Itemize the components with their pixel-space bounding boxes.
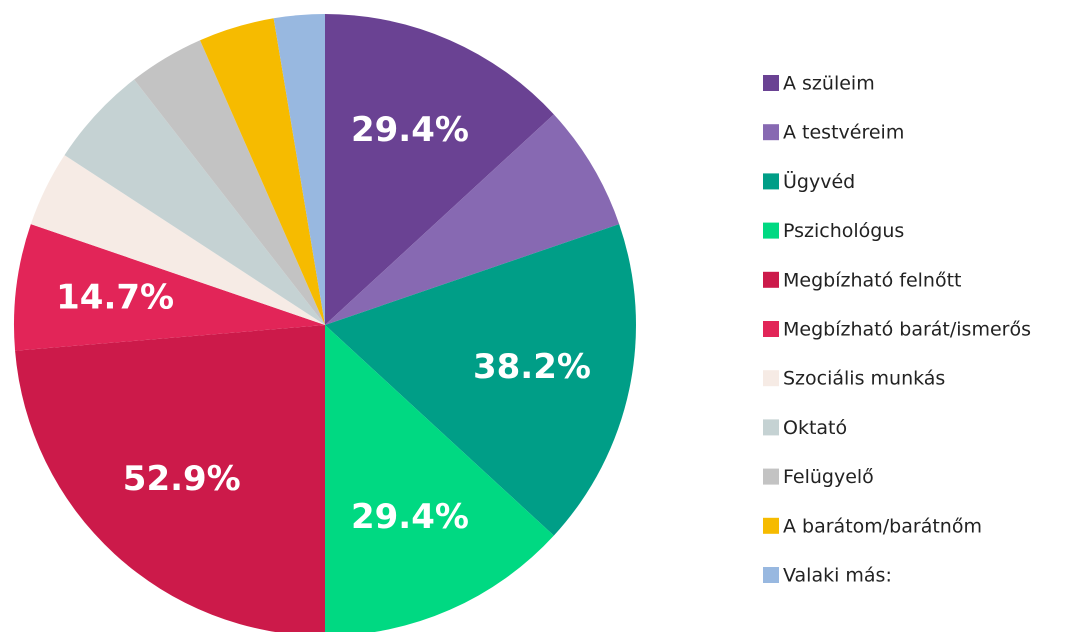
pie-slice [325, 114, 620, 325]
value-label: 52.9% [123, 459, 241, 499]
pie-slice [325, 14, 554, 325]
value-label: 29.4% [351, 110, 469, 150]
legend-label: Megbízható felnőtt [783, 269, 961, 291]
pie-slice [14, 224, 325, 351]
pie-slice [15, 325, 325, 632]
legend-label: Pszichológus [783, 220, 904, 242]
legend-swatch [763, 468, 779, 485]
legend-swatch [763, 124, 779, 141]
value-label: 14.7% [56, 277, 174, 317]
legend-label: Valaki más: [783, 565, 892, 587]
legend-swatch [763, 370, 779, 387]
legend-swatch [763, 173, 779, 190]
legend-label: A barátom/barátnőm [783, 515, 982, 537]
legend-swatch [763, 419, 779, 436]
pie-slice [134, 40, 325, 326]
legend-label: Ügyvéd [783, 170, 855, 193]
legend-swatch [763, 567, 779, 583]
legend-swatch [763, 222, 779, 239]
legend-swatch [763, 75, 779, 91]
pie-slice [325, 325, 554, 632]
legend-label: Felügyelő [783, 466, 874, 488]
legend-label: Megbízható barát/ismerős [783, 319, 1031, 341]
pie-slice [64, 79, 326, 326]
value-label: 38.2% [473, 347, 591, 387]
legend-label: A testvéreim [783, 122, 904, 144]
legend-swatch [763, 271, 779, 288]
legend-label: A szüleim [783, 73, 875, 95]
legend-swatch [763, 517, 779, 534]
pie-slice [325, 224, 636, 536]
legend-label: Oktató [783, 417, 847, 439]
value-label: 29.4% [351, 497, 469, 537]
legend-label: Szociális munkás [783, 368, 945, 390]
pie-slice [273, 14, 325, 325]
pie-slice [200, 18, 325, 325]
legend-swatch [763, 321, 779, 337]
pie-slice [30, 155, 325, 325]
